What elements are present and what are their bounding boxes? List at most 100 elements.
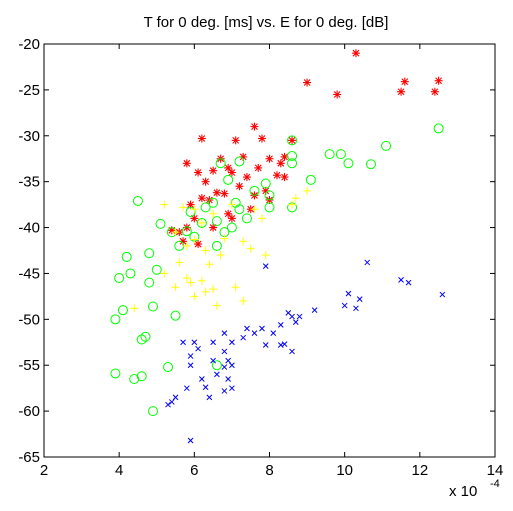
x-stroke-b [289, 348, 295, 355]
data-point-x [210, 339, 216, 346]
data-point-x [356, 296, 363, 302]
data-points [110, 49, 446, 444]
star-d2 [232, 136, 240, 144]
data-point-x [202, 384, 209, 391]
data-point-x [210, 357, 216, 364]
x-multiplier-base: x 10 [449, 483, 477, 500]
data-point-star [273, 171, 282, 180]
data-point-x [259, 325, 265, 332]
data-point-x [292, 319, 299, 325]
data-point-circle [144, 277, 155, 288]
star-d2 [254, 164, 262, 172]
star-d2 [397, 88, 405, 96]
data-point-plus [257, 214, 266, 223]
data-point-x [195, 345, 201, 352]
data-point-x [229, 339, 235, 346]
x-stroke-b [191, 339, 198, 346]
data-point-star [197, 134, 206, 143]
star-d2 [277, 159, 285, 167]
data-point-circle [433, 123, 444, 134]
data-point-star [257, 134, 266, 143]
data-point-x [206, 394, 213, 401]
data-point-star [212, 188, 221, 197]
data-point-circle [170, 310, 181, 321]
data-point-plus [197, 218, 206, 227]
x-stroke-b [244, 325, 250, 332]
data-point-circle [241, 213, 252, 224]
data-point-plus [175, 258, 184, 267]
data-point-circle [287, 135, 298, 146]
data-point-circle [287, 150, 298, 161]
data-point-circle [151, 264, 162, 275]
y-tick-label: -65 [18, 449, 40, 466]
data-point-x [353, 305, 359, 312]
star-d2 [303, 79, 311, 86]
x-stroke-b [221, 364, 228, 370]
data-point-plus [171, 283, 180, 292]
y-tick-label: -20 [18, 36, 40, 53]
data-point-x [262, 342, 269, 348]
x-stroke-b [345, 290, 352, 297]
data-point-plus [186, 278, 195, 287]
data-point-star [397, 87, 406, 96]
star-d2 [281, 173, 288, 181]
data-point-x [225, 376, 232, 382]
data-point-circle [305, 174, 316, 185]
x-stroke-b [341, 302, 348, 309]
star-d2 [187, 201, 194, 209]
data-point-x [180, 339, 186, 346]
data-point-star [276, 159, 285, 168]
data-point-plus [130, 304, 139, 313]
data-point-x [187, 437, 194, 444]
star-d2 [431, 88, 439, 96]
data-point-circle [287, 158, 298, 169]
data-point-star [190, 214, 199, 223]
data-point-x [221, 364, 228, 370]
x-stroke-b [356, 296, 363, 302]
data-point-circle [343, 158, 354, 169]
data-point-star [303, 78, 312, 87]
data-point-star [197, 194, 206, 203]
star-d2 [194, 169, 202, 176]
data-point-x [398, 277, 404, 283]
data-point-star [434, 76, 443, 85]
data-point-x [289, 348, 295, 355]
x-stroke-b [187, 437, 194, 444]
y-tick-label: -45 [18, 265, 40, 282]
data-point-circle [125, 268, 136, 279]
data-point-x [277, 321, 284, 328]
data-point-plus [239, 237, 248, 246]
x-stroke-b [292, 319, 299, 325]
x-stroke-b [289, 313, 295, 320]
data-point-star [182, 159, 191, 168]
data-point-star [220, 189, 229, 198]
data-point-x [262, 263, 269, 269]
data-point-plus [160, 269, 169, 278]
y-tick-label: -30 [18, 128, 40, 145]
y-tick-label: -25 [18, 82, 40, 99]
data-point-star [265, 154, 274, 163]
data-point-plus [220, 234, 229, 243]
star-d2 [266, 155, 273, 163]
data-point-circle [324, 149, 335, 160]
data-point-circle [144, 248, 155, 259]
x-stroke-b [168, 399, 175, 405]
star-d2 [243, 173, 251, 181]
x-multiplier-exponent: -4 [490, 478, 500, 490]
data-point-star [227, 168, 236, 177]
data-point-star [227, 214, 236, 223]
data-point-circle [211, 216, 222, 227]
data-point-star [333, 90, 342, 99]
x-tick-label: 10 [336, 462, 353, 479]
data-point-star [231, 136, 240, 145]
data-point-star [242, 173, 251, 182]
star-d2 [179, 237, 187, 245]
chart-title: T for 0 deg. [ms] vs. E for 0 deg. [dB] [144, 14, 389, 31]
data-point-circle [200, 202, 211, 213]
star-d2 [401, 78, 409, 86]
star-d2 [183, 224, 191, 231]
x-stroke-b [229, 385, 235, 392]
data-point-plus [190, 235, 199, 244]
x-stroke-b [277, 321, 284, 328]
